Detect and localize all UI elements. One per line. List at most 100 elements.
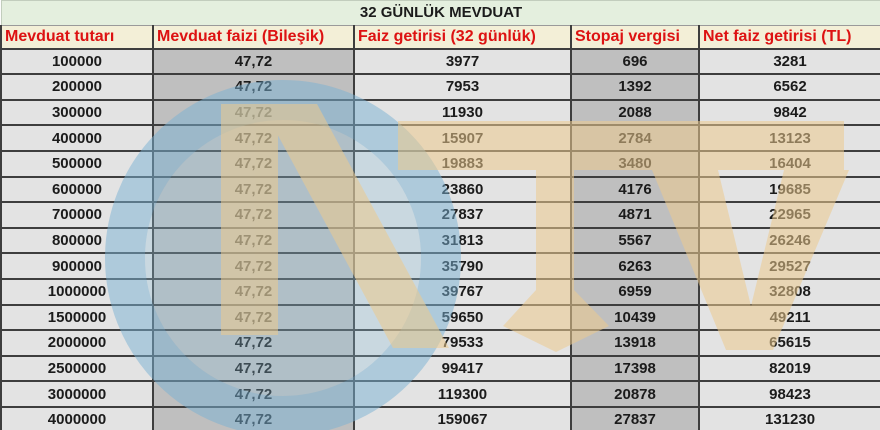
header-row: Mevduat tutarı Mevduat faizi (Bileşik) F… (0, 24, 880, 50)
cell-r4-c2: 19883 (353, 149, 572, 178)
column-header-mevduat-faizi: Mevduat faizi (Bileşik) (152, 24, 355, 50)
table-row: 400000 47,72 15907 2784 13123 (0, 124, 880, 152)
cell-r2-c3: 2088 (570, 98, 700, 127)
table-row: 1000000 47,72 39767 6959 32808 (0, 277, 880, 306)
cell-r3-c3: 2784 (570, 124, 700, 152)
cell-r10-c0: 1500000 (0, 303, 154, 332)
cell-r2-c2: 11930 (353, 98, 572, 127)
cell-r12-c1: 47,72 (152, 354, 355, 383)
table-row: 300000 47,72 11930 2088 9842 (0, 98, 880, 127)
column-header-faiz-getirisi: Faiz getirisi (32 günlük) (353, 24, 572, 50)
cell-r5-c3: 4176 (570, 175, 700, 204)
cell-r9-c1: 47,72 (152, 277, 355, 306)
cell-r0-c4: 3281 (697, 47, 880, 76)
cell-r3-c0: 400000 (0, 124, 154, 152)
cell-r12-c4: 82019 (697, 354, 880, 383)
cell-r1-c0: 200000 (0, 73, 154, 101)
cell-r4-c4: 16404 (697, 149, 880, 178)
table-body: 100000 47,72 3977 696 3281 200000 47,72 7953 139… (0, 47, 880, 430)
cell-r6-c1: 47,72 (152, 201, 355, 229)
cell-r1-c3: 1392 (570, 73, 700, 101)
table-row: 800000 47,72 31813 5567 26246 (0, 226, 880, 255)
column-header-stopaj-vergisi: Stopaj vergisi (570, 24, 700, 50)
cell-r5-c0: 600000 (0, 175, 154, 204)
table-row: 4000000 47,72 159067 27837 131230 (0, 405, 880, 430)
cell-r13-c1: 47,72 (152, 380, 355, 408)
cell-r12-c3: 17398 (570, 354, 700, 383)
table-row: 500000 47,72 19883 3480 16404 (0, 149, 880, 178)
cell-r7-c0: 800000 (0, 226, 154, 255)
cell-r9-c4: 32808 (697, 277, 880, 306)
cell-r7-c1: 47,72 (152, 226, 355, 255)
cell-r7-c2: 31813 (353, 226, 572, 255)
column-header-net-faiz: Net faiz getirisi (TL) (697, 24, 880, 50)
cell-r2-c1: 47,72 (152, 98, 355, 127)
cell-r1-c2: 7953 (353, 73, 572, 101)
cell-r4-c0: 500000 (0, 149, 154, 178)
title-row: 32 GÜNLÜK MEVDUAT (0, 0, 880, 26)
cell-r8-c2: 35790 (353, 252, 572, 280)
cell-r12-c0: 2500000 (0, 354, 154, 383)
cell-r0-c3: 696 (570, 47, 700, 76)
cell-r13-c3: 20878 (570, 380, 700, 408)
cell-r0-c2: 3977 (353, 47, 572, 76)
cell-r7-c3: 5567 (570, 226, 700, 255)
cell-r13-c2: 119300 (353, 380, 572, 408)
cell-r8-c1: 47,72 (152, 252, 355, 280)
cell-r6-c0: 700000 (0, 201, 154, 229)
cell-r8-c4: 29527 (697, 252, 880, 280)
cell-r11-c2: 79533 (353, 329, 572, 357)
cell-r11-c1: 47,72 (152, 329, 355, 357)
cell-r8-c0: 900000 (0, 252, 154, 280)
cell-r10-c2: 59650 (353, 303, 572, 332)
cell-r0-c1: 47,72 (152, 47, 355, 76)
cell-r14-c4: 131230 (697, 405, 880, 430)
cell-r3-c1: 47,72 (152, 124, 355, 152)
cell-r6-c4: 22965 (697, 201, 880, 229)
table-title: 32 GÜNLÜK MEVDUAT (0, 0, 880, 26)
cell-r2-c0: 300000 (0, 98, 154, 127)
cell-r10-c1: 47,72 (152, 303, 355, 332)
table-row: 900000 47,72 35790 6263 29527 (0, 252, 880, 280)
cell-r13-c4: 98423 (697, 380, 880, 408)
table-row: 2000000 47,72 79533 13918 65615 (0, 329, 880, 357)
cell-r7-c4: 26246 (697, 226, 880, 255)
cell-r2-c4: 9842 (697, 98, 880, 127)
table-row: 2500000 47,72 99417 17398 82019 (0, 354, 880, 383)
cell-r5-c4: 19685 (697, 175, 880, 204)
cell-r11-c3: 13918 (570, 329, 700, 357)
cell-r10-c3: 10439 (570, 303, 700, 332)
cell-r13-c0: 3000000 (0, 380, 154, 408)
cell-r14-c0: 4000000 (0, 405, 154, 430)
column-header-mevduat-tutari: Mevduat tutarı (0, 24, 154, 50)
cell-r14-c1: 47,72 (152, 405, 355, 430)
cell-r6-c3: 4871 (570, 201, 700, 229)
cell-r4-c3: 3480 (570, 149, 700, 178)
table-row: 700000 47,72 27837 4871 22965 (0, 201, 880, 229)
cell-r3-c2: 15907 (353, 124, 572, 152)
cell-r6-c2: 27837 (353, 201, 572, 229)
cell-r14-c2: 159067 (353, 405, 572, 430)
cell-r3-c4: 13123 (697, 124, 880, 152)
cell-r14-c3: 27837 (570, 405, 700, 430)
cell-r11-c0: 2000000 (0, 329, 154, 357)
cell-r8-c3: 6263 (570, 252, 700, 280)
cell-r0-c0: 100000 (0, 47, 154, 76)
cell-r4-c1: 47,72 (152, 149, 355, 178)
cell-r5-c2: 23860 (353, 175, 572, 204)
cell-r1-c1: 47,72 (152, 73, 355, 101)
cell-r9-c0: 1000000 (0, 277, 154, 306)
cell-r10-c4: 49211 (697, 303, 880, 332)
table-row: 3000000 47,72 119300 20878 98423 (0, 380, 880, 408)
table-row: 1500000 47,72 59650 10439 49211 (0, 303, 880, 332)
table-row: 600000 47,72 23860 4176 19685 (0, 175, 880, 204)
table-row: 100000 47,72 3977 696 3281 (0, 47, 880, 76)
cell-r5-c1: 47,72 (152, 175, 355, 204)
cell-r9-c2: 39767 (353, 277, 572, 306)
cell-r11-c4: 65615 (697, 329, 880, 357)
cell-r1-c4: 6562 (697, 73, 880, 101)
table-row: 200000 47,72 7953 1392 6562 (0, 73, 880, 101)
cell-r9-c3: 6959 (570, 277, 700, 306)
